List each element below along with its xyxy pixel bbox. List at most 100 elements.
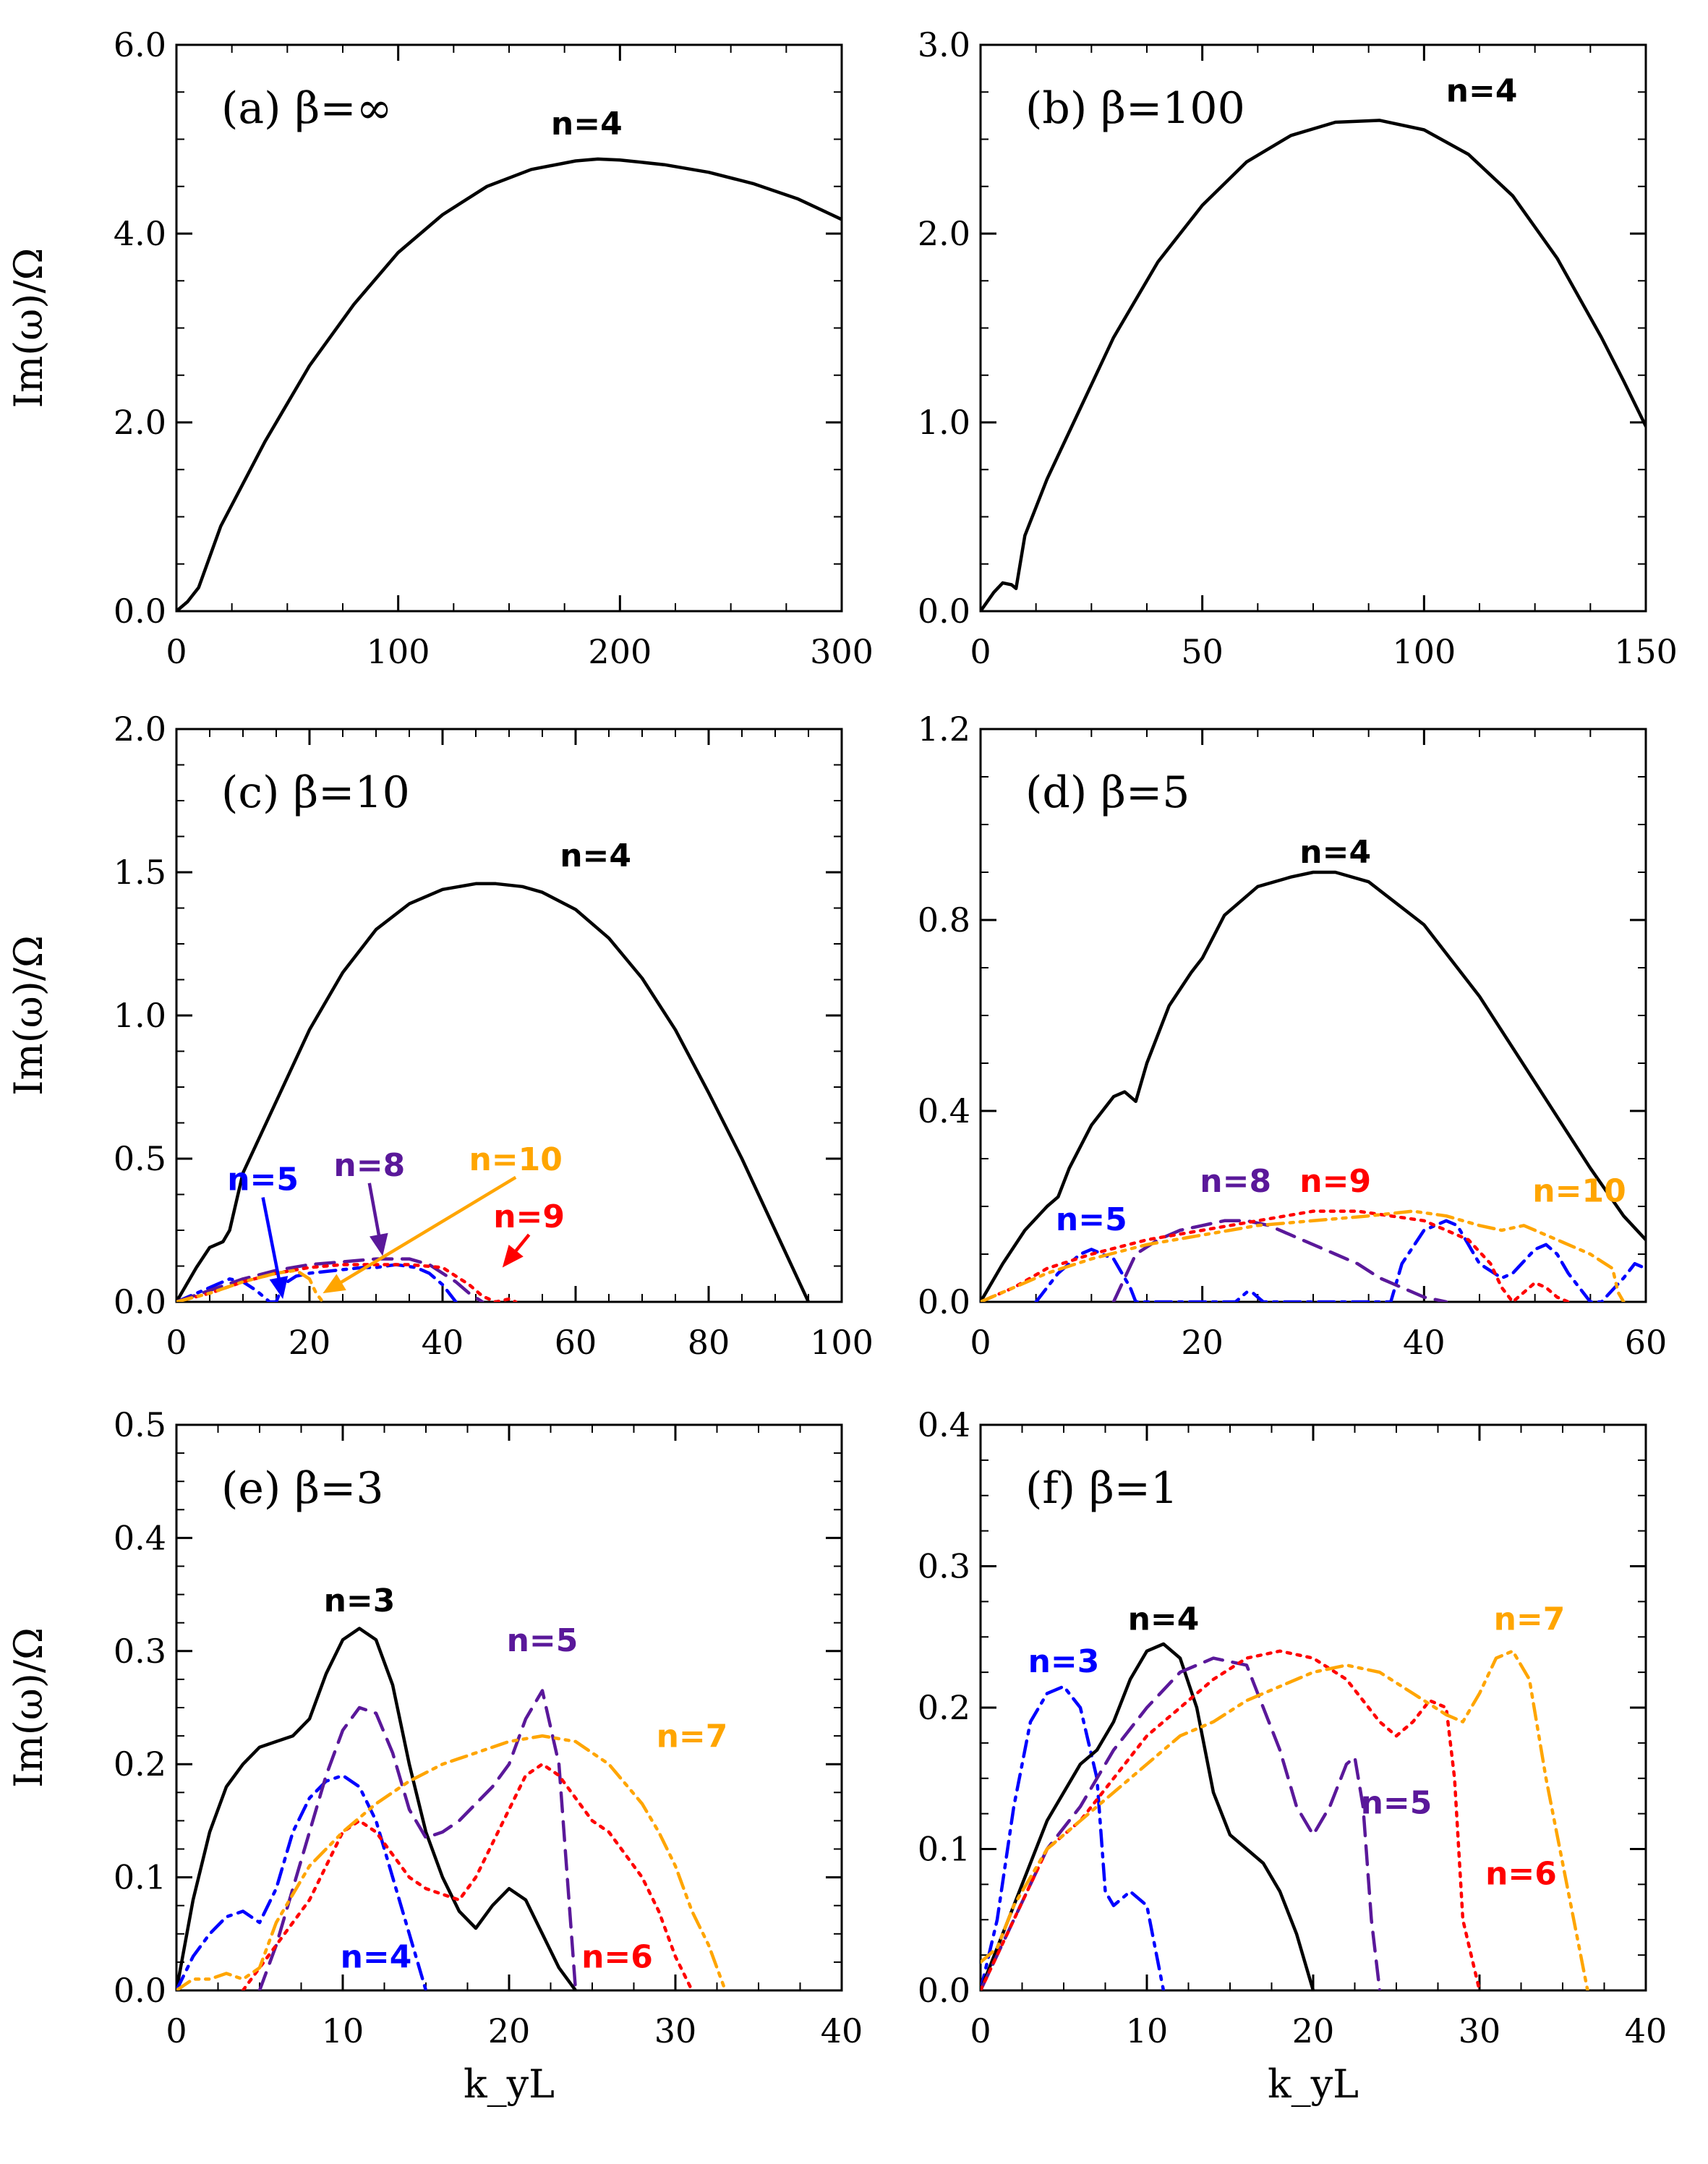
- x-tick-label: 80: [688, 1323, 730, 1362]
- panel-e: 0 10 20 30 40 0.0 0.1 0.2 0.3 0.4 0.5 Im(ω)/Ω k_yL (e…: [6, 1405, 863, 2107]
- x-tick-label: 30: [1459, 2011, 1501, 2050]
- x-tick-label: 0: [166, 2011, 187, 2050]
- x-tick-label: 20: [1292, 2011, 1335, 2050]
- x-tick-label: 200: [588, 632, 652, 671]
- series-line-n4: [981, 1642, 1315, 1990]
- x-tick-label: 0: [970, 2011, 991, 2050]
- y-axis-label: Im(ω)/Ω: [6, 935, 51, 1096]
- y-tick-label: 0.1: [918, 1830, 970, 1869]
- x-tick-label: 150: [1614, 632, 1678, 671]
- y-tick-label: 1.0: [918, 403, 970, 442]
- x-tick-label: 40: [1403, 1323, 1446, 1362]
- x-axis-label: k_yL: [464, 2061, 555, 2107]
- series-label-annotation: n=5: [507, 1622, 578, 1659]
- series-label-annotation: n=5: [227, 1162, 299, 1198]
- series-label-annotation: n=10: [1532, 1172, 1626, 1209]
- panel-title: (c) β=10: [221, 767, 410, 818]
- series-label-annotation: n=3: [324, 1582, 396, 1619]
- series-line-n5: [176, 1263, 458, 1302]
- series-label-annotation: n=7: [1494, 1601, 1566, 1637]
- x-axis-label: k_yL: [1268, 2061, 1359, 2107]
- y-tick-label: 0.5: [114, 1139, 166, 1178]
- series-line-n4: [176, 1773, 428, 1990]
- annotation-arrow: [367, 1183, 382, 1243]
- series-label-annotation: n=8: [1200, 1163, 1271, 1200]
- series-line-n9: [981, 1209, 1570, 1302]
- series-label-annotation: n=3: [1028, 1643, 1100, 1680]
- x-tick-label: 40: [422, 1323, 464, 1362]
- series-line-n4: [176, 882, 811, 1302]
- y-tick-label: 0.3: [114, 1632, 166, 1671]
- annotation-arrowhead: [269, 1276, 289, 1300]
- series-line-n3: [981, 1684, 1166, 1990]
- y-tick-label: 6.0: [114, 25, 166, 64]
- y-tick-label: 2.0: [114, 710, 166, 749]
- y-tick-label: 0.2: [918, 1688, 970, 1727]
- x-tick-label: 0: [970, 1323, 991, 1362]
- x-tick-label: 20: [1181, 1323, 1224, 1362]
- series-label-annotation: n=8: [333, 1147, 405, 1184]
- series-line-n7: [981, 1649, 1589, 1990]
- x-tick-label: 100: [367, 632, 430, 671]
- y-tick-label: 0.0: [114, 1282, 166, 1321]
- series-label-annotation: n=4: [560, 838, 631, 874]
- panel-a: 0 100 200 300 0.0 2.0 4.0 6.0 Im(ω)/Ω (a) β=∞ n=4: [6, 25, 874, 671]
- series-line-n3: [176, 1627, 578, 1990]
- series-line-n5: [1034, 1219, 1646, 1302]
- series-line-n4: [176, 157, 842, 611]
- series-label-annotation: n=9: [493, 1198, 565, 1235]
- annotation-arrow: [334, 1175, 517, 1287]
- series-label-annotation: n=4: [1128, 1601, 1200, 1637]
- series-line-n6: [981, 1649, 1482, 1990]
- series-label-annotation: n=4: [551, 106, 623, 142]
- panel-d: 0 20 40 60 0.0 0.4 0.8 1.2 (d) β=5 n=4 n=5 n=8 n=9 n=…: [918, 710, 1667, 1362]
- y-tick-label: 1.5: [114, 853, 166, 892]
- x-tick-label: 40: [1625, 2011, 1668, 2050]
- series-label-annotation: n=7: [657, 1718, 728, 1755]
- y-tick-label: 0.0: [918, 592, 970, 631]
- series-label-annotation: n=5: [1056, 1201, 1127, 1238]
- y-tick-label: 2.0: [114, 403, 166, 442]
- series-group: [176, 882, 811, 1302]
- y-tick-label: 0.4: [114, 1518, 166, 1557]
- annotation-arrowhead: [370, 1232, 388, 1256]
- x-tick-label: 20: [488, 2011, 531, 2050]
- x-tick-label: 0: [166, 1323, 187, 1362]
- x-tick-label: 10: [1126, 2011, 1169, 2050]
- x-tick-label: 20: [289, 1323, 331, 1362]
- y-tick-label: 2.0: [918, 214, 970, 253]
- y-tick-label: 4.0: [114, 214, 166, 253]
- series-line-n8: [1111, 1219, 1448, 1302]
- x-tick-label: 0: [166, 632, 187, 671]
- series-line-n4: [981, 119, 1646, 611]
- panel-title: (e) β=3: [221, 1463, 384, 1514]
- x-tick-label: 40: [821, 2011, 863, 2050]
- x-tick-label: 60: [1625, 1323, 1668, 1362]
- series-label-annotation: n=4: [341, 1939, 412, 1976]
- series-label-annotation: n=6: [1485, 1855, 1557, 1892]
- y-tick-label: 0.3: [918, 1547, 970, 1586]
- series-group: [981, 870, 1646, 1302]
- x-tick-label: 0: [970, 632, 991, 671]
- y-tick-label: 0.4: [918, 1405, 970, 1444]
- annotation-arrow: [261, 1197, 282, 1285]
- x-tick-label: 50: [1181, 632, 1224, 671]
- annotation-arrowhead: [502, 1244, 524, 1268]
- x-tick-label: 10: [322, 2011, 364, 2050]
- panel-title: (d) β=5: [1025, 767, 1190, 818]
- y-tick-label: 0.0: [918, 1971, 970, 2010]
- series-label-annotation: n=10: [469, 1141, 562, 1178]
- panel-title: (a) β=∞: [221, 83, 393, 134]
- series-group: [981, 1642, 1589, 1990]
- series-line-n10: [176, 1269, 325, 1302]
- x-tick-label: 100: [810, 1323, 874, 1362]
- y-tick-label: 3.0: [918, 25, 970, 64]
- series-label-annotation: n=4: [1446, 72, 1518, 109]
- series-label-annotation: n=6: [581, 1939, 653, 1976]
- x-tick-label: 100: [1392, 632, 1456, 671]
- panel-title: (b) β=100: [1025, 83, 1245, 134]
- x-tick-label: 60: [555, 1323, 597, 1362]
- x-tick-label: 300: [810, 632, 874, 671]
- panel-c: 0 20 40 60 80 100 0.0 0.5 1.0 1.5 2.0 Im(ω)/Ω (c) β=…: [6, 710, 874, 1362]
